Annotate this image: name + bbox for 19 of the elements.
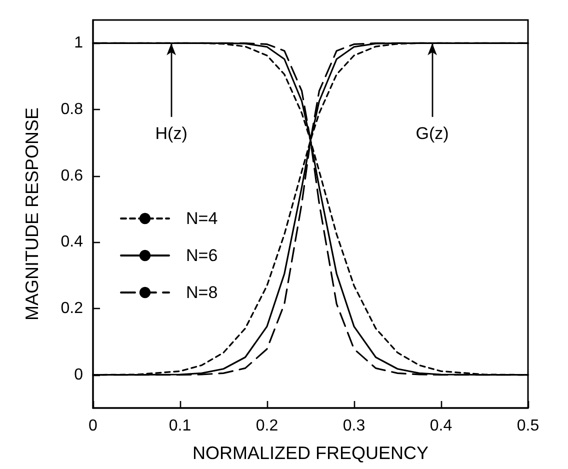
annotation: G(z)	[416, 124, 449, 143]
x-tick-label: 0.5	[516, 418, 540, 434]
legend-label: N=6	[186, 246, 218, 265]
y-tick-label: 1	[74, 34, 84, 52]
x-tick-label: 0.2	[256, 418, 278, 434]
x-tick-label: 0.1	[168, 418, 192, 434]
legend-label: N=8	[186, 283, 218, 302]
x-tick-label: 0	[88, 418, 98, 434]
annotation: H(z)	[155, 124, 188, 143]
x-tick-label: 0.4	[430, 418, 452, 434]
y-axis-title: MAGNITUDE RESPONSE	[22, 107, 42, 321]
y-tick-label: 0	[74, 366, 84, 384]
x-tick-label: 0.3	[342, 418, 366, 434]
x-axis-title: NORMALIZED FREQUENCY	[192, 443, 429, 463]
y-tick-label: 0.6	[60, 167, 84, 184]
legend-label: N=4	[186, 209, 218, 228]
y-tick-label: 0.4	[60, 234, 84, 251]
y-tick-label: 0.2	[60, 300, 84, 318]
y-tick-label: 0.8	[60, 101, 84, 118]
